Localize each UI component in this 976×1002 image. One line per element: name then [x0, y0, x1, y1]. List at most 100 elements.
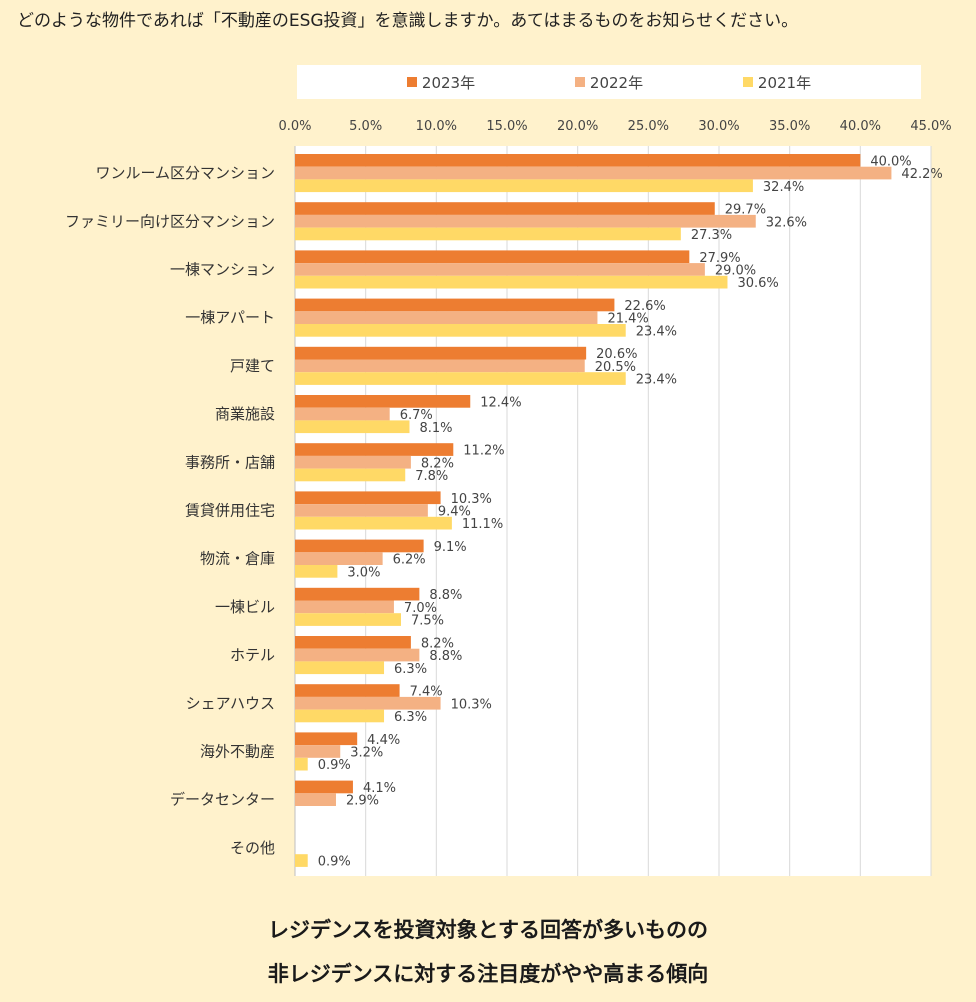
data-label: 6.3%: [394, 662, 427, 677]
category-label: 物流・倉庫: [200, 550, 275, 568]
legend-swatch-2022: [574, 77, 585, 87]
data-label: 22.6%: [624, 299, 665, 314]
category-label: 商業施設: [215, 405, 275, 423]
bar: [295, 684, 400, 697]
category-label: その他: [230, 839, 275, 857]
x-tick-label: 10.0%: [416, 119, 457, 134]
bar: [295, 613, 401, 626]
data-label: 7.0%: [404, 601, 437, 616]
bar: [295, 372, 626, 385]
caption-line-1: レジデンスを投資対象とする回答が多いものの: [268, 918, 708, 942]
data-label: 7.8%: [415, 469, 448, 484]
data-label: 3.0%: [347, 565, 380, 580]
data-label: 8.8%: [429, 588, 462, 603]
data-label: 8.2%: [421, 636, 454, 651]
bar: [295, 346, 587, 360]
data-label: 6.7%: [400, 408, 433, 423]
data-label: 0.9%: [318, 855, 351, 870]
data-label: 12.4%: [480, 395, 521, 410]
data-label: 32.4%: [763, 180, 804, 195]
bar: [295, 324, 626, 337]
bar: [295, 250, 690, 264]
data-label: 21.4%: [607, 312, 648, 327]
x-tick-label: 5.0%: [349, 119, 382, 134]
bar: [295, 298, 615, 312]
legend-swatch-2021: [742, 77, 753, 87]
bar: [295, 443, 454, 456]
bar: [295, 311, 598, 324]
data-label: 6.2%: [393, 553, 426, 568]
legend-label-2023: 2023年: [421, 73, 476, 92]
data-label: 20.6%: [596, 347, 637, 362]
bar: [295, 179, 753, 193]
bar: [295, 504, 428, 517]
x-tick-label: 30.0%: [698, 119, 739, 134]
category-label: ファミリー向け区分マンション: [65, 212, 275, 230]
category-label: 一棟アパート: [185, 309, 275, 327]
legend-item-2022: 2022年: [574, 72, 643, 93]
bar: [295, 854, 308, 867]
data-label: 8.2%: [421, 456, 454, 471]
bar: [295, 227, 681, 241]
category-label: 一棟マンション: [170, 260, 275, 278]
data-label: 10.3%: [451, 492, 492, 507]
bar: [295, 757, 308, 771]
data-label: 7.5%: [411, 614, 444, 629]
bar: [295, 780, 353, 794]
bar: [295, 263, 705, 276]
bar: [295, 202, 715, 215]
data-label: 4.1%: [363, 781, 396, 796]
category-label: データセンター: [170, 791, 275, 809]
category-label: 海外不動産: [200, 742, 275, 760]
data-label: 42.2%: [901, 167, 942, 182]
bar: [295, 468, 406, 482]
caption: レジデンスを投資対象とする回答が多いものの 非レジデンスに対する注目度がやや高ま…: [0, 908, 976, 996]
bar: [295, 275, 728, 289]
data-label: 40.0%: [870, 154, 911, 169]
legend-label-2021: 2021年: [757, 73, 812, 92]
bar: [295, 552, 383, 565]
bar: [295, 793, 336, 806]
bar: [295, 395, 471, 408]
data-label: 11.1%: [462, 517, 503, 532]
bar: [295, 359, 585, 373]
bar: [295, 214, 756, 228]
data-label: 9.4%: [438, 504, 471, 519]
bar: [295, 648, 420, 662]
category-label: シェアハウス: [186, 694, 275, 712]
data-label: 7.4%: [410, 685, 443, 700]
x-tick-label: 20.0%: [557, 119, 598, 134]
data-label: 10.3%: [451, 697, 492, 712]
x-tick-label: 40.0%: [840, 119, 881, 134]
data-label: 0.9%: [318, 758, 351, 773]
bar: [295, 539, 424, 553]
data-label: 23.4%: [636, 324, 677, 339]
data-label: 32.6%: [766, 215, 807, 230]
bar-chart: 0.0% 5.0% 10.0% 15.0% 20.0% 25.0% 30.0% 35.0% 40…: [65, 119, 952, 876]
data-label: 9.1%: [434, 540, 467, 555]
data-label: 6.3%: [394, 710, 427, 725]
x-tick-label: 45.0%: [910, 119, 951, 134]
data-label: 2.9%: [346, 794, 379, 809]
data-label: 27.3%: [691, 228, 732, 243]
x-tick-label: 35.0%: [769, 119, 810, 134]
bar: [295, 407, 390, 421]
category-label: ホテル: [230, 646, 275, 664]
category-label: 一棟ビル: [215, 598, 275, 616]
bar: [295, 696, 441, 710]
bar: [295, 420, 410, 434]
data-label: 4.4%: [367, 733, 400, 748]
caption-line-2: 非レジデンスに対する注目度がやや高まる傾向: [267, 962, 709, 986]
x-tick-label: 0.0%: [278, 119, 311, 134]
data-label: 29.0%: [715, 263, 756, 278]
question-text: どのような物件であれば「不動産のESG投資」を意識しますか。あてはまるものをお知…: [17, 11, 799, 31]
bar: [295, 636, 411, 649]
chart-legend: 2023年 2022年 2021年: [297, 65, 921, 99]
data-label: 29.7%: [725, 203, 766, 218]
category-label: 戸建て: [230, 357, 275, 375]
data-label: 23.4%: [636, 373, 677, 388]
bar: [295, 166, 892, 180]
bar: [295, 745, 341, 758]
data-label: 11.2%: [463, 444, 504, 459]
bar: [295, 565, 338, 578]
